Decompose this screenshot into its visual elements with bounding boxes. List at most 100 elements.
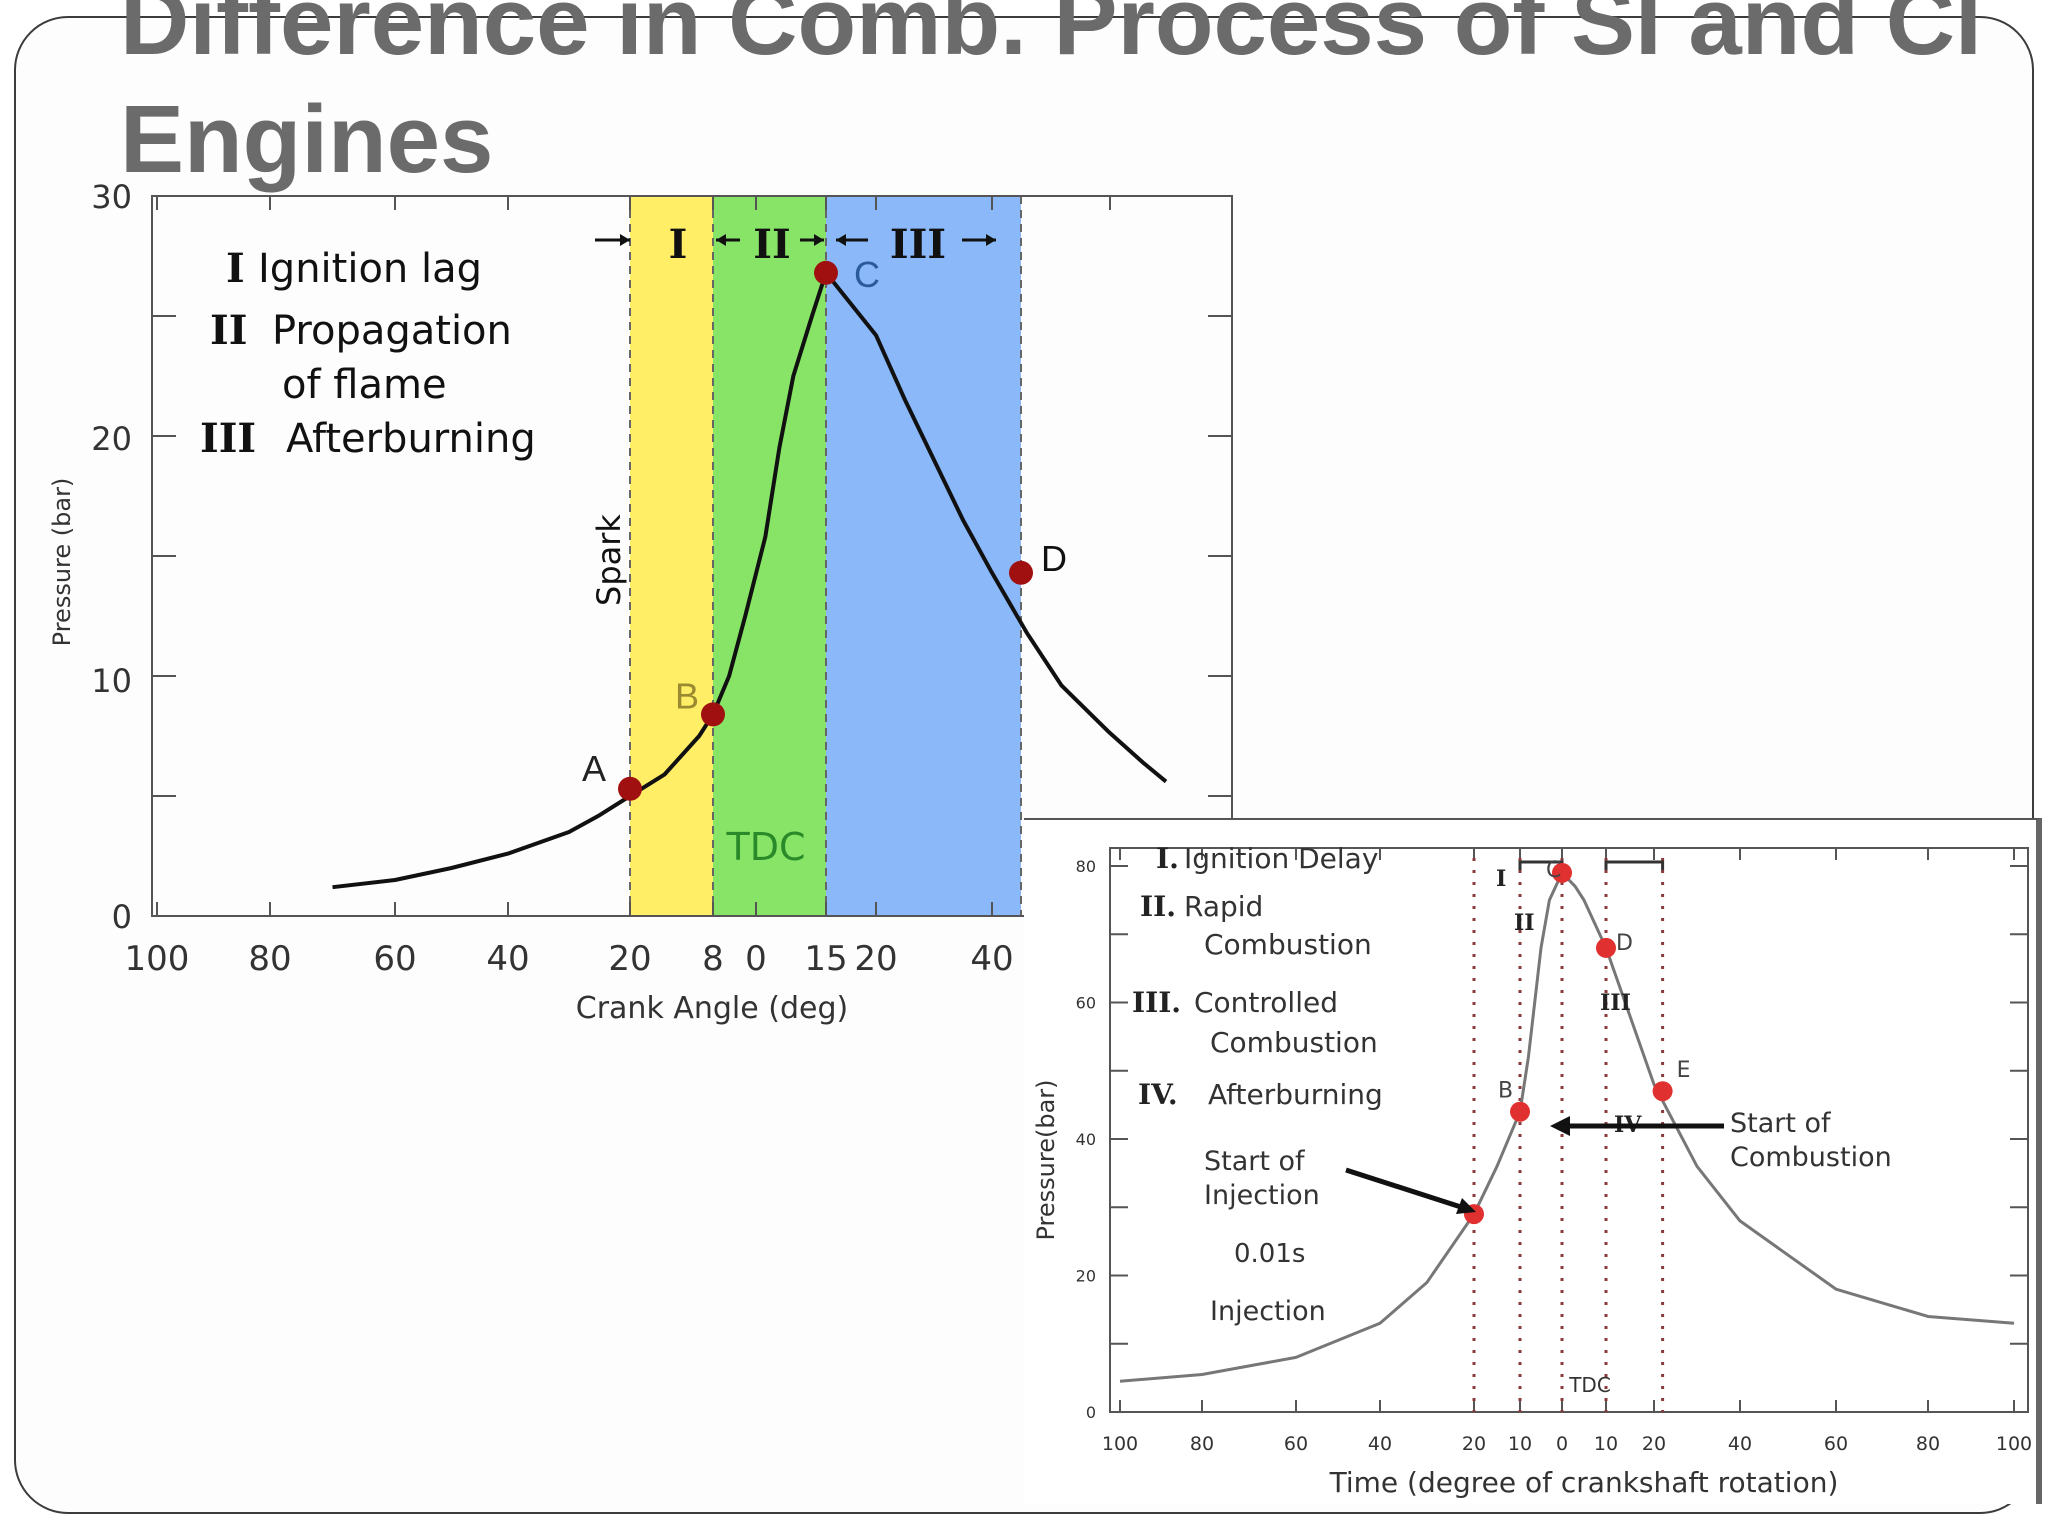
ci-legend-numeral: II. xyxy=(1140,890,1176,923)
si-region-2 xyxy=(713,196,826,916)
si-region-arrowhead xyxy=(620,234,630,246)
si-region-arrowhead xyxy=(814,234,824,246)
ci-point-B xyxy=(1510,1101,1530,1122)
ci-legend-text: Combustion xyxy=(1210,1026,1378,1059)
ci-tdc-label: TDC xyxy=(1568,1373,1611,1397)
ci-legend-numeral: I. xyxy=(1156,842,1179,875)
ci-x-tick-label: 100 xyxy=(1102,1433,1138,1455)
si-x-tick-label: 40 xyxy=(486,939,529,979)
ci-arrow-combustion-head xyxy=(1550,1116,1570,1136)
si-region-arrowhead xyxy=(986,234,996,246)
si-x-tick-label: 15 xyxy=(804,939,847,979)
ci-point-label-C: C xyxy=(1546,858,1561,883)
ci-engine-panel: B C D E 100 80 60 40 20 10 0 10 20 40 60 80 100 80 60 40 20 0… xyxy=(1024,818,2042,1504)
si-spark-label: Spark xyxy=(590,514,628,606)
si-y-axis-title: Pressure (bar) xyxy=(48,478,76,647)
si-region-1 xyxy=(630,196,713,916)
slide-title-line-1: Difference in Comb. Process of SI and CI xyxy=(120,0,1982,75)
si-legend-numeral: II xyxy=(210,307,247,354)
ci-arrow-injection xyxy=(1345,1167,1465,1211)
si-point-C xyxy=(814,260,838,285)
si-point-label-C: C xyxy=(854,254,880,295)
si-x-tick-label: 20 xyxy=(854,939,897,979)
si-x-tick-label: 60 xyxy=(373,939,416,979)
si-x-tick-label: 80 xyxy=(248,939,291,979)
ci-start-combustion-label: Combustion xyxy=(1730,1142,1892,1173)
ci-x-tick-label: 0 xyxy=(1556,1433,1568,1455)
ci-y-tick-label: 0 xyxy=(1086,1403,1096,1422)
si-point-B xyxy=(701,702,725,727)
ci-legend-numeral: III. xyxy=(1132,986,1181,1019)
ci-phase-label-II: II xyxy=(1514,910,1535,936)
ci-phase-bracket xyxy=(1604,860,1665,870)
ci-phase-label-III: III xyxy=(1600,990,1631,1016)
ci-legend-text: Combustion xyxy=(1204,928,1372,961)
ci-pressure-curve xyxy=(1119,871,2015,1383)
si-point-D xyxy=(1009,560,1033,585)
ci-start-injection-label: Injection xyxy=(1204,1180,1320,1211)
si-y-tick-label: 10 xyxy=(91,662,132,700)
ci-legend-text: Rapid xyxy=(1184,890,1263,923)
ci-y-tick-label: 40 xyxy=(1076,1130,1096,1149)
si-tdc-label: TDC xyxy=(725,825,805,869)
ci-y-tick-label: 20 xyxy=(1076,1267,1096,1286)
ci-x-axis-title: Time (degree of crankshaft rotation) xyxy=(1329,1466,1839,1499)
si-x-tick-label: 20 xyxy=(608,939,651,979)
ci-legend-text: Controlled xyxy=(1194,986,1338,1019)
si-region-3 xyxy=(826,196,1021,916)
ci-legend-text: Afterburning xyxy=(1208,1078,1383,1111)
si-legend-text: of flame xyxy=(282,362,447,408)
ci-x-tick-label: 20 xyxy=(1462,1433,1486,1455)
ci-x-tick-label: 10 xyxy=(1508,1433,1532,1455)
ci-x-tick-label: 40 xyxy=(1368,1433,1392,1455)
ci-arrow-injection-head xyxy=(1456,1198,1476,1214)
ci-point-D xyxy=(1596,937,1616,958)
ci-legend-numeral: IV. xyxy=(1138,1078,1178,1111)
ci-x-tick-label: 10 xyxy=(1594,1433,1618,1455)
ci-x-tick-label: 60 xyxy=(1284,1433,1308,1455)
ci-point-label-E: E xyxy=(1677,1058,1691,1083)
si-x-tick-label: 8 xyxy=(702,939,724,979)
si-x-tick-label: 100 xyxy=(125,939,190,979)
si-region-label-I: I xyxy=(669,221,688,268)
si-point-label-B: B xyxy=(675,675,699,716)
ci-legend-text: Ignition Delay xyxy=(1184,842,1378,875)
si-region-label-III: III xyxy=(890,221,946,268)
si-x-axis-title: Crank Angle (deg) xyxy=(576,991,848,1026)
slide-title: Difference in Comb. Process of SI and CI… xyxy=(120,0,2020,188)
ci-point-label-D: D xyxy=(1616,931,1633,956)
ci-y-tick-label: 60 xyxy=(1076,994,1096,1013)
si-legend-text: Afterburning xyxy=(286,416,536,462)
ci-y-tick-label: 80 xyxy=(1076,857,1096,876)
si-pressure-curve xyxy=(332,270,1168,890)
ci-injection-label: Injection xyxy=(1210,1296,1326,1327)
si-y-tick-label: 30 xyxy=(91,178,132,216)
si-y-tick-label: 20 xyxy=(91,420,132,458)
si-x-tick-label: 0 xyxy=(745,939,767,979)
ci-x-tick-label: 100 xyxy=(1996,1433,2032,1455)
ci-duration-label: 0.01s xyxy=(1234,1239,1305,1269)
ci-plot-frame xyxy=(1109,847,2029,1413)
ci-start-combustion-label: Start of xyxy=(1730,1108,1832,1139)
si-legend-numeral: I xyxy=(226,245,245,292)
ci-x-tick-label: 80 xyxy=(1190,1433,1214,1455)
si-legend-text: Ignition lag xyxy=(258,246,482,292)
ci-x-tick-label: 80 xyxy=(1916,1433,1940,1455)
ci-point-C xyxy=(1552,862,1572,883)
si-region-arrowhead xyxy=(716,234,726,246)
si-point-label-D: D xyxy=(1041,538,1067,579)
si-y-tick-label: 0 xyxy=(112,898,132,936)
ci-x-tick-label: 20 xyxy=(1642,1433,1666,1455)
si-legend-numeral: III xyxy=(200,415,256,462)
slide-title-line-2: Engines xyxy=(120,86,494,193)
ci-x-tick-label: 40 xyxy=(1728,1433,1752,1455)
ci-x-tick-label: 60 xyxy=(1824,1433,1848,1455)
si-x-tick-label: 40 xyxy=(970,939,1013,979)
si-point-label-A: A xyxy=(582,748,606,789)
ci-phase-label-I: I xyxy=(1496,866,1506,892)
si-region-arrowhead xyxy=(836,234,846,246)
si-point-A xyxy=(618,776,642,801)
ci-y-axis-title: Pressure(bar) xyxy=(1032,1079,1060,1240)
